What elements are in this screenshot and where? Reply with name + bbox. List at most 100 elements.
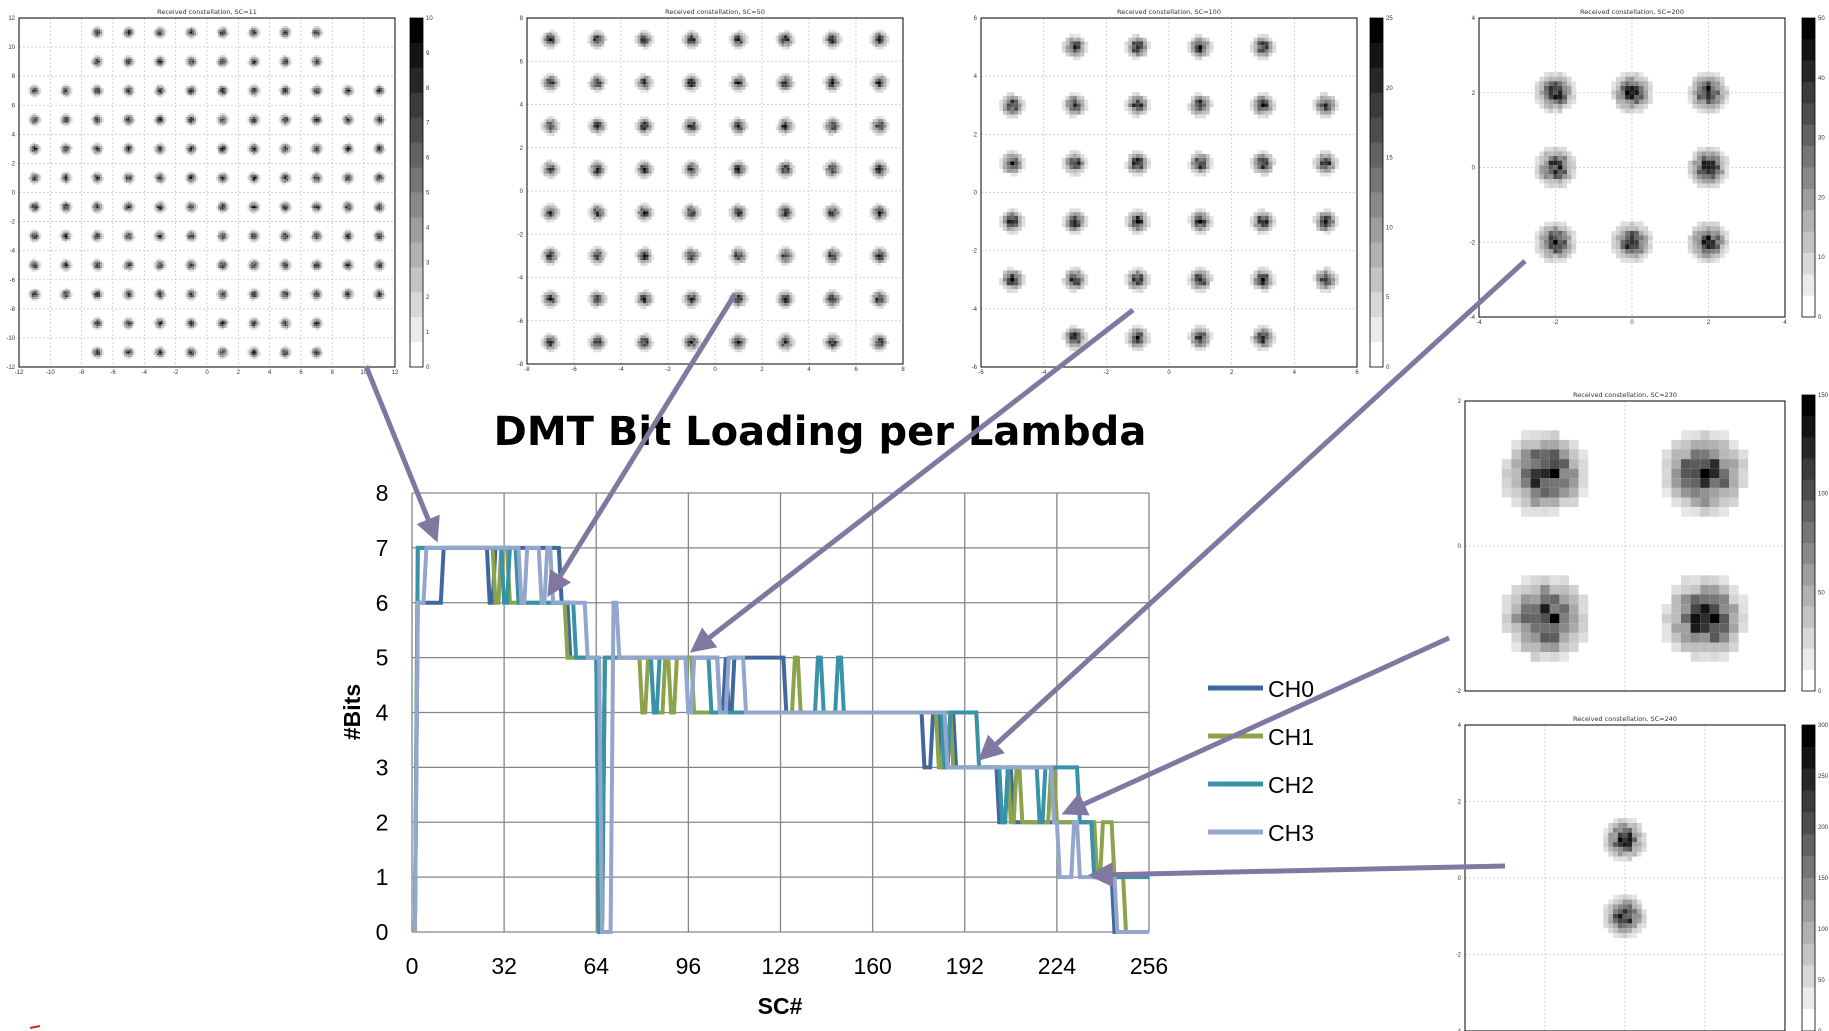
density-cell bbox=[350, 264, 353, 267]
density-cell bbox=[100, 178, 103, 181]
density-cell bbox=[162, 238, 165, 241]
density-cell bbox=[129, 297, 132, 299]
density-cell bbox=[543, 127, 547, 131]
density-cell bbox=[284, 115, 287, 117]
density-cell bbox=[380, 171, 383, 174]
density-cell bbox=[278, 295, 281, 298]
density-cell bbox=[129, 266, 132, 268]
density-cell bbox=[159, 55, 161, 57]
density-cell bbox=[225, 89, 228, 92]
density-cell bbox=[315, 93, 318, 96]
density-cell bbox=[549, 306, 552, 309]
density-cell bbox=[315, 146, 318, 148]
density-cell bbox=[546, 343, 550, 347]
density-cell bbox=[378, 204, 381, 207]
density-cell bbox=[374, 233, 377, 236]
density-cell bbox=[321, 120, 324, 123]
density-cell bbox=[124, 320, 126, 323]
density-cell bbox=[98, 93, 101, 96]
density-cell bbox=[219, 206, 222, 208]
density-cell bbox=[164, 293, 167, 296]
density-cell bbox=[98, 258, 101, 261]
density-cell bbox=[372, 120, 375, 123]
density-cell bbox=[282, 60, 285, 63]
density-cell bbox=[155, 349, 158, 352]
density-cell bbox=[216, 175, 218, 177]
density-cell bbox=[315, 115, 318, 117]
density-cell bbox=[223, 268, 226, 270]
density-cell bbox=[378, 171, 381, 174]
density-cell bbox=[382, 293, 385, 296]
density-cell bbox=[131, 295, 134, 298]
density-cell bbox=[186, 238, 189, 241]
density-cell bbox=[37, 293, 40, 296]
density-cell bbox=[382, 122, 385, 125]
density-cell bbox=[290, 206, 292, 208]
density-cell bbox=[68, 87, 71, 90]
density-cell bbox=[162, 349, 165, 352]
density-cell bbox=[221, 262, 224, 265]
density-cell bbox=[350, 208, 353, 210]
density-cell bbox=[63, 260, 66, 263]
density-cell bbox=[341, 206, 344, 208]
density-cell bbox=[546, 173, 550, 177]
density-cell bbox=[65, 147, 67, 150]
density-cell bbox=[319, 238, 322, 241]
density-cell bbox=[186, 355, 189, 358]
density-cell bbox=[96, 91, 99, 94]
density-cell bbox=[124, 209, 126, 212]
density-cell bbox=[382, 233, 385, 236]
density-cell bbox=[284, 316, 287, 319]
density-cell bbox=[254, 177, 257, 179]
density-cell bbox=[98, 345, 101, 348]
density-cell bbox=[256, 206, 259, 208]
colorbar-cell bbox=[410, 192, 423, 218]
density-cell bbox=[33, 93, 36, 96]
density-cell bbox=[125, 124, 128, 127]
density-cell bbox=[190, 60, 193, 63]
density-cell bbox=[221, 237, 224, 239]
density-cell bbox=[227, 89, 230, 92]
density-cell bbox=[348, 151, 351, 154]
density-cell bbox=[348, 211, 351, 214]
density-cell bbox=[190, 177, 193, 179]
density-cell bbox=[190, 202, 193, 205]
density-cell bbox=[192, 345, 195, 348]
density-cell bbox=[96, 115, 99, 117]
density-cell bbox=[347, 269, 349, 272]
density-cell bbox=[310, 91, 312, 94]
density-cell bbox=[127, 258, 130, 261]
density-cell bbox=[190, 95, 193, 98]
density-cell bbox=[221, 115, 224, 117]
density-cell bbox=[288, 289, 291, 292]
density-cell bbox=[192, 86, 195, 88]
density-cell bbox=[223, 357, 226, 360]
density-cell bbox=[587, 338, 591, 341]
density-cell bbox=[284, 322, 287, 325]
density-cell bbox=[256, 235, 259, 238]
density-cell bbox=[190, 357, 193, 360]
density-cell bbox=[313, 147, 316, 150]
density-cell bbox=[347, 93, 349, 96]
density-cell bbox=[247, 120, 250, 123]
density-cell bbox=[282, 316, 285, 319]
density-cell bbox=[196, 31, 198, 34]
density-cell bbox=[129, 258, 132, 261]
density-cell bbox=[124, 297, 126, 299]
density-cell bbox=[374, 202, 377, 205]
density-cell bbox=[188, 260, 191, 263]
density-cell bbox=[98, 31, 101, 34]
density-cell bbox=[190, 260, 193, 263]
density-cell bbox=[155, 295, 158, 298]
density-cell bbox=[221, 60, 224, 63]
density-cell bbox=[540, 127, 544, 131]
density-cell bbox=[254, 142, 257, 145]
density-cell bbox=[192, 299, 195, 301]
density-cell bbox=[280, 122, 283, 125]
density-cell bbox=[157, 269, 160, 272]
density-cell bbox=[192, 87, 195, 90]
density-cell bbox=[96, 86, 99, 88]
density-cell bbox=[345, 173, 348, 176]
density-cell bbox=[61, 89, 64, 92]
density-cell bbox=[317, 208, 320, 210]
